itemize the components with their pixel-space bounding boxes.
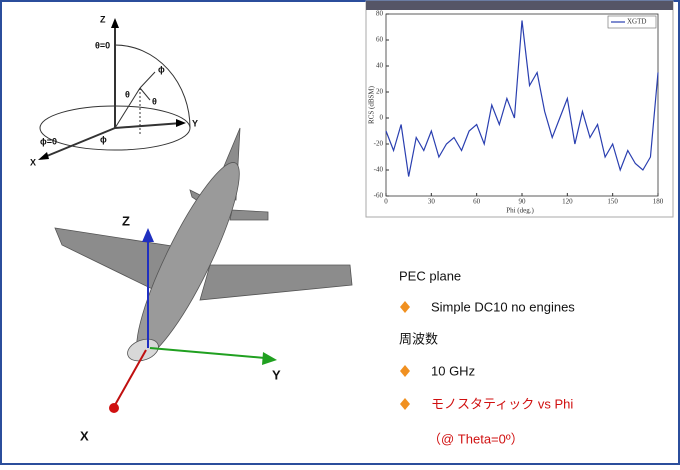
note-heading: PEC plane [399, 268, 461, 283]
diagram-label: ϕ [100, 134, 107, 144]
y-tick-label: -40 [374, 166, 384, 174]
note-sub: （@ Theta=0º） [428, 431, 524, 446]
y-tick-label: 0 [380, 114, 384, 122]
diagram-label: X [30, 157, 36, 167]
y-axis-title: RCS (dBSM) [368, 85, 376, 124]
diagram-label: Y [192, 118, 198, 128]
x-tick-label: 180 [653, 198, 664, 206]
x-tick-label: 150 [607, 198, 618, 206]
note-item: Simple DC10 no engines [431, 299, 575, 314]
diagram-label: ϕ [158, 64, 165, 74]
diagram-label: Z [100, 14, 106, 24]
y-tick-label: 20 [376, 88, 384, 96]
plot-area [386, 14, 658, 196]
x-axis-title: Phi (deg.) [506, 207, 534, 215]
chart-titlebar [366, 1, 673, 10]
slide: Z θ=0 ϕ θ Y ϕ=0 X θ ϕ Z Y X Phi (deg.) R… [0, 0, 680, 465]
y-tick-label: 60 [376, 36, 384, 44]
diagram-label: θ [125, 89, 130, 99]
diagram-label: ϕ=0 [40, 136, 57, 146]
page: Z θ=0 ϕ θ Y ϕ=0 X θ ϕ Z Y X Phi (deg.) R… [0, 0, 680, 470]
x-tick-label: 120 [562, 198, 573, 206]
x-axis-end [109, 403, 119, 413]
axis-label: X [80, 428, 89, 443]
note-item: 10 GHz [431, 363, 475, 378]
diagram-label: θ=0 [95, 40, 110, 50]
y-tick-label: -20 [374, 140, 384, 148]
diagram-label: θ [152, 96, 157, 106]
legend-label: XGTD [627, 18, 646, 26]
x-tick-label: 90 [519, 198, 527, 206]
y-tick-label: 40 [376, 62, 384, 70]
note-heading: 周波数 [399, 331, 438, 346]
y-tick-label: 80 [376, 10, 384, 18]
note-item: モノスタティック vs Phi [431, 396, 573, 411]
x-tick-label: 30 [428, 198, 436, 206]
axis-label: Y [272, 367, 281, 382]
y-tick-label: -60 [374, 192, 384, 200]
x-tick-label: 60 [473, 198, 481, 206]
x-tick-label: 0 [384, 198, 388, 206]
axis-label: Z [122, 213, 130, 228]
